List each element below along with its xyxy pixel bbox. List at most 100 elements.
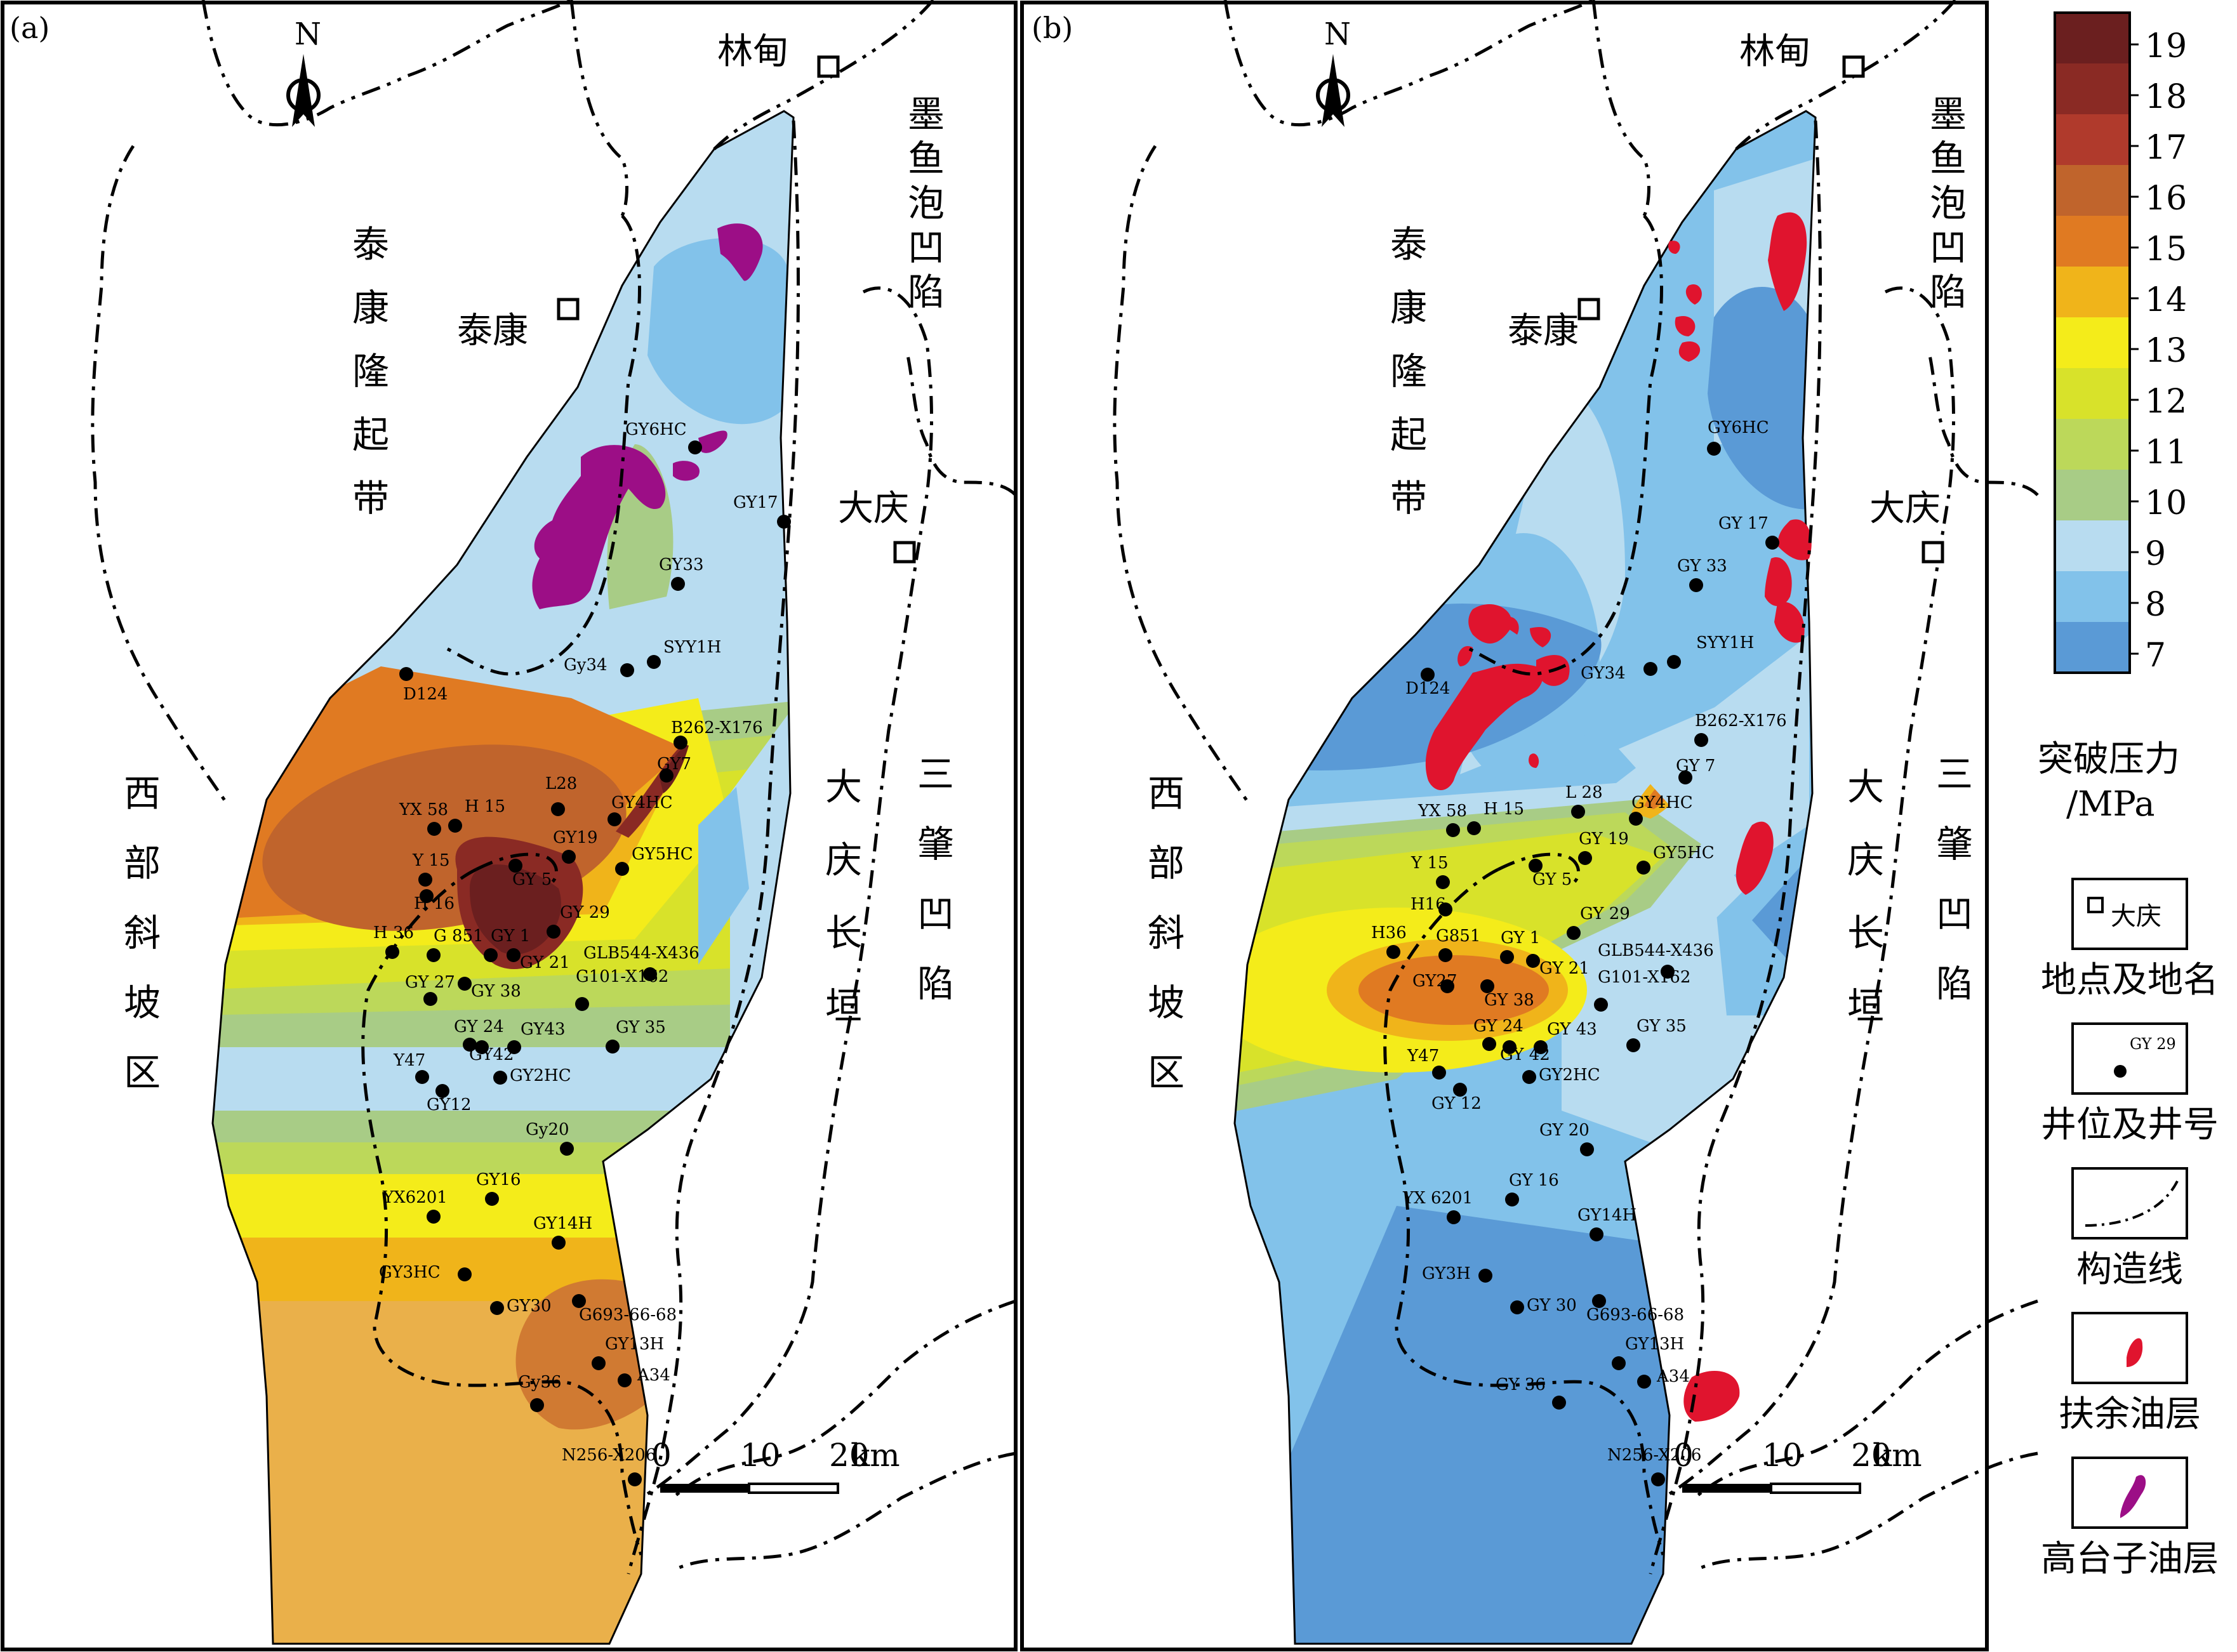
- region-tk_uplift-char: 泰: [352, 223, 389, 266]
- place-lindian: 林甸: [717, 31, 788, 72]
- north-label: N: [1324, 17, 1351, 52]
- colorbar-swatch: [2055, 622, 2130, 673]
- region-moyu-char: 泡: [908, 182, 945, 225]
- well-label: G 851: [434, 927, 484, 946]
- scale-tick: 20: [1851, 1437, 1892, 1474]
- well-marker: [1651, 1472, 1665, 1486]
- well-label: GY 17: [1718, 514, 1769, 533]
- well-marker: [551, 802, 565, 816]
- well-label: D124: [403, 685, 448, 704]
- well-marker: [458, 977, 472, 991]
- well-label: G101-X162: [1598, 968, 1690, 987]
- legend-label: 高台子油层: [2041, 1538, 2219, 1580]
- well-marker: [1567, 926, 1581, 940]
- colorbar-swatch: [2055, 165, 2130, 216]
- well-label: H16: [1411, 895, 1446, 914]
- structural-lines-a: [91, 0, 1017, 1575]
- well-label: SYY1H: [663, 638, 721, 657]
- well-marker: [1629, 812, 1643, 826]
- well-marker: [1667, 655, 1681, 669]
- well-label: GY 21: [1539, 959, 1590, 978]
- well-marker: [1592, 1294, 1606, 1308]
- well-marker: [508, 859, 522, 873]
- well-label: G693-66-68: [579, 1305, 677, 1325]
- region-daqing_anticline-char: 大: [1847, 765, 1884, 809]
- place-daqing: 大庆: [838, 488, 909, 529]
- panel-b-annotations: (b) N泰康林甸大庆泰康隆起带西部斜坡区墨鱼泡凹陷大庆长垣三肇凹陷GY6HCGY…: [1032, 11, 1973, 1494]
- well-marker: [1432, 1066, 1446, 1080]
- well-label: GY 12: [1431, 1094, 1482, 1113]
- colorbar-tick: 19: [2145, 27, 2187, 65]
- panel-a: [91, 0, 1017, 1645]
- well-marker: [1440, 979, 1454, 993]
- region-daqing_anticline-char: 大: [825, 765, 862, 809]
- place-marker-icon: [893, 541, 916, 564]
- well-label: GY16: [476, 1170, 521, 1189]
- region-tk_uplift-char: 起: [352, 413, 389, 456]
- pressure-contours-b: [1235, 111, 1815, 1644]
- well-label: GY 24: [1473, 1017, 1523, 1036]
- well-marker: [475, 1040, 489, 1054]
- well-label: B262-X176: [1695, 711, 1787, 730]
- well-marker: [1612, 1356, 1626, 1370]
- well-label: Y 15: [412, 851, 450, 870]
- region-sanzhao-char: 肇: [1936, 823, 1973, 866]
- well-marker: [1765, 536, 1779, 550]
- colorbar-tick: 11: [2145, 433, 2187, 472]
- well-label: GY27: [1412, 972, 1457, 991]
- well-marker: [427, 1210, 441, 1224]
- colorbar-swatch: [2055, 419, 2130, 470]
- region-moyu-char: 墨: [908, 93, 945, 136]
- region-west_slope-char: 坡: [1148, 981, 1185, 1024]
- region-tk_uplift-char: 康: [1390, 286, 1427, 329]
- well-label: Y 15: [1411, 854, 1449, 873]
- region-daqing_anticline-char: 长: [1847, 911, 1884, 955]
- well-marker: [674, 736, 687, 750]
- well-label: GY2HC: [510, 1066, 571, 1085]
- well-marker: [562, 850, 576, 864]
- well-marker: [485, 1192, 499, 1206]
- region-daqing_anticline-char: 庆: [1847, 838, 1884, 882]
- colorbar-tick: 9: [2145, 535, 2166, 573]
- well-label: YX 58: [1417, 802, 1467, 821]
- well-label: D124: [1405, 679, 1450, 698]
- place-symbol-icon: [2087, 897, 2104, 913]
- region-sanzhao-char: 凹: [917, 892, 954, 935]
- well-marker: [671, 577, 685, 591]
- well-marker: [1505, 1193, 1519, 1206]
- well-label: N256-X206: [1607, 1446, 1701, 1465]
- well-marker: [572, 1294, 586, 1308]
- well-marker: [1694, 733, 1708, 747]
- colorbar-tick: 10: [2145, 484, 2187, 522]
- structural-line-icon: [2085, 1180, 2179, 1227]
- colorbar: 19 18 17 16 15 14 13 12 11 10 9 8 7 突破压力/MPa: [2038, 11, 2187, 824]
- well-label: GY 36: [1496, 1375, 1546, 1394]
- region-tk_uplift-char: 起: [1390, 413, 1427, 456]
- place-marker-icon: [1577, 298, 1600, 320]
- scale-tick: 20: [829, 1437, 870, 1474]
- well-label: GY 42: [1500, 1045, 1550, 1064]
- well-label: GY14H: [533, 1214, 592, 1233]
- well-label: GY7: [657, 755, 691, 774]
- colorbar-swatch: [2055, 13, 2130, 63]
- colorbar-swatch: [2055, 114, 2130, 165]
- place-taikang: 泰康: [1508, 310, 1579, 352]
- region-sanzhao-char: 肇: [917, 823, 954, 866]
- well-label: GY 33: [1677, 557, 1727, 576]
- well-label: GY 38: [471, 982, 521, 1001]
- colorbar-swatch: [2055, 63, 2130, 114]
- well-marker: [1526, 954, 1540, 968]
- well-marker: [575, 997, 589, 1011]
- well-label: GLB544-X436: [583, 944, 700, 963]
- place-marker-icon: [817, 55, 840, 78]
- well-label: GY 19: [1579, 829, 1629, 849]
- well-label: GY33: [659, 555, 704, 574]
- well-marker: [1678, 770, 1692, 784]
- panel-b-frame: [1020, 1, 1989, 1651]
- well-marker: [1386, 945, 1400, 959]
- colorbar-swatch: [2055, 317, 2130, 368]
- well-marker: [415, 1070, 429, 1084]
- well-marker: [427, 822, 441, 836]
- scale-tick: 0: [651, 1437, 672, 1474]
- place-daqing: 大庆: [1869, 488, 1941, 529]
